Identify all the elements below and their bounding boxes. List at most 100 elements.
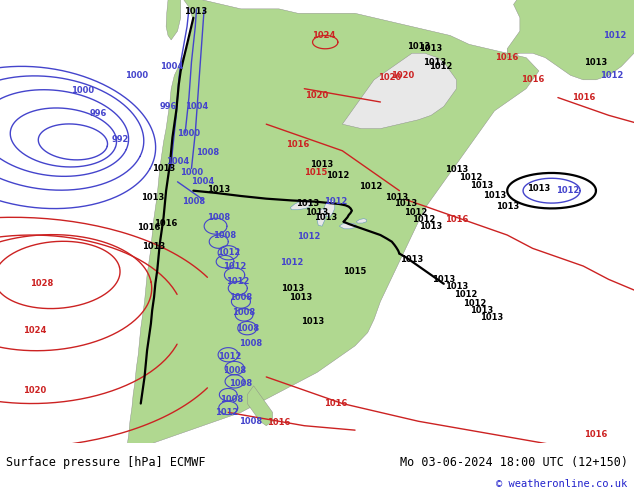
Text: 1012: 1012 (459, 173, 482, 182)
Text: 1004: 1004 (166, 157, 189, 167)
Text: 1016: 1016 (155, 220, 178, 228)
Text: 1012: 1012 (226, 277, 249, 286)
Text: 1013: 1013 (420, 221, 443, 231)
Text: 1000: 1000 (180, 169, 203, 177)
Text: 1013: 1013 (184, 6, 207, 16)
Text: © weatheronline.co.uk: © weatheronline.co.uk (496, 479, 628, 490)
Text: 1013: 1013 (306, 208, 328, 218)
Text: 1016: 1016 (287, 140, 309, 148)
Text: 1008: 1008 (223, 366, 246, 375)
Polygon shape (317, 208, 327, 226)
Polygon shape (339, 223, 356, 229)
Text: 996: 996 (159, 102, 177, 111)
Polygon shape (166, 0, 181, 40)
Text: 1013: 1013 (385, 193, 408, 202)
Text: 1008: 1008 (239, 339, 262, 348)
Text: 1008: 1008 (182, 197, 205, 206)
Text: 1012: 1012 (429, 62, 452, 71)
Text: 1012: 1012 (404, 208, 427, 218)
Text: 1028: 1028 (30, 279, 53, 288)
Text: 1013: 1013 (314, 213, 337, 222)
Text: 1013: 1013 (152, 164, 175, 173)
Text: 1013: 1013 (281, 284, 304, 293)
Text: 1012: 1012 (223, 262, 246, 270)
Text: 1013: 1013 (420, 44, 443, 53)
Text: 1012: 1012 (463, 299, 486, 308)
Text: 1012: 1012 (412, 215, 435, 224)
Text: 1013: 1013 (470, 181, 493, 190)
Text: 1013: 1013 (297, 199, 320, 208)
Text: 1008: 1008 (230, 379, 252, 388)
Polygon shape (507, 0, 634, 80)
Text: 1016: 1016 (496, 53, 519, 62)
Text: 1012: 1012 (280, 258, 303, 268)
Text: 1013: 1013 (527, 184, 550, 193)
Text: 1016: 1016 (138, 222, 160, 232)
Polygon shape (356, 219, 366, 223)
Text: 1016: 1016 (572, 93, 595, 102)
Text: 1000: 1000 (125, 71, 148, 80)
Text: 1012: 1012 (216, 408, 238, 417)
Text: 1020: 1020 (23, 386, 46, 395)
Text: 1013: 1013 (445, 282, 468, 291)
Text: 1012: 1012 (297, 232, 320, 241)
Text: 1008: 1008 (207, 213, 230, 222)
Text: 1012: 1012 (327, 171, 349, 180)
Text: 1004: 1004 (160, 62, 183, 71)
Text: 1013: 1013 (445, 165, 468, 174)
Text: 1012: 1012 (604, 31, 626, 40)
Text: 1020: 1020 (391, 71, 414, 80)
Text: 1016: 1016 (325, 399, 347, 408)
Text: 1020: 1020 (378, 73, 401, 82)
Text: 1000: 1000 (178, 128, 200, 138)
Text: 1012: 1012 (325, 197, 347, 206)
Text: 1008: 1008 (214, 230, 236, 240)
Text: 1012: 1012 (455, 291, 477, 299)
Text: 1013: 1013 (407, 42, 430, 51)
Text: 1013: 1013 (401, 255, 424, 264)
Text: 1024: 1024 (23, 326, 46, 335)
Text: 1013: 1013 (585, 58, 607, 67)
Text: 1024: 1024 (312, 31, 335, 40)
Text: 1013: 1013 (480, 313, 503, 321)
Text: 1016: 1016 (585, 430, 607, 439)
Polygon shape (290, 200, 312, 210)
Text: Surface pressure [hPa] ECMWF: Surface pressure [hPa] ECMWF (6, 456, 206, 468)
Polygon shape (127, 0, 539, 448)
Text: 1012: 1012 (600, 71, 623, 80)
Text: 1013: 1013 (470, 306, 493, 315)
Text: 1000: 1000 (71, 86, 94, 96)
Text: 1004: 1004 (185, 102, 208, 111)
Text: 996: 996 (89, 109, 107, 118)
Text: 1012: 1012 (218, 352, 241, 362)
Polygon shape (247, 386, 273, 426)
Text: 1012: 1012 (359, 182, 382, 191)
Text: 1013: 1013 (301, 317, 324, 326)
Text: 1008: 1008 (230, 293, 252, 302)
Text: 1013: 1013 (423, 58, 446, 67)
Text: 1013: 1013 (311, 160, 333, 170)
Text: 1013: 1013 (141, 193, 164, 202)
Text: 1013: 1013 (207, 185, 230, 195)
Polygon shape (325, 199, 335, 217)
Text: 1008: 1008 (197, 148, 219, 157)
Text: 1013: 1013 (496, 202, 519, 211)
Text: 1013: 1013 (432, 275, 455, 284)
Polygon shape (342, 53, 456, 128)
Text: 1016: 1016 (445, 215, 468, 224)
Text: 1012: 1012 (217, 248, 240, 257)
Text: 1013: 1013 (483, 191, 506, 199)
Text: 992: 992 (112, 135, 129, 144)
Text: 1015: 1015 (344, 267, 366, 276)
Text: 1008: 1008 (233, 308, 256, 317)
Text: 1020: 1020 (306, 91, 328, 100)
Text: 1016: 1016 (521, 75, 544, 84)
Text: 1013: 1013 (142, 242, 165, 250)
Text: 1008: 1008 (236, 324, 259, 333)
Text: 1008: 1008 (239, 417, 262, 426)
Text: 1012: 1012 (556, 186, 579, 195)
Text: 1004: 1004 (191, 177, 214, 186)
Text: 1013: 1013 (394, 199, 417, 208)
Text: 1013: 1013 (290, 293, 313, 302)
Text: 1008: 1008 (220, 394, 243, 404)
